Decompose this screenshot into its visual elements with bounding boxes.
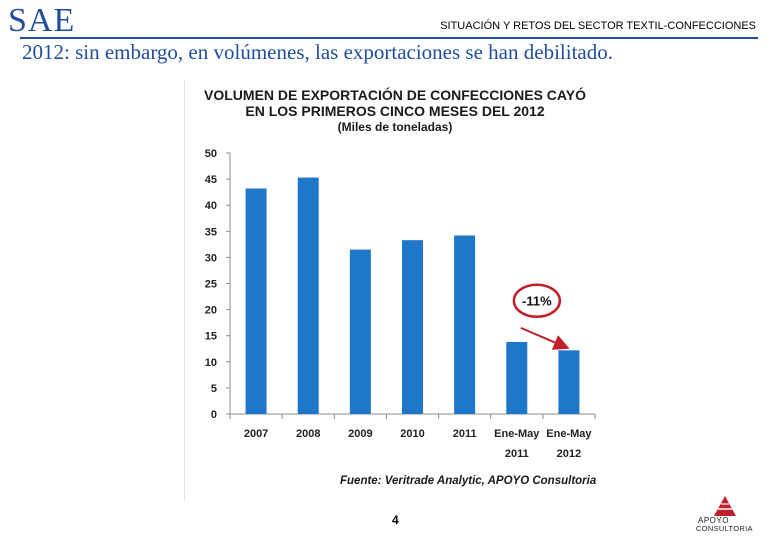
annotation-circle bbox=[512, 283, 562, 318]
x-tick-label: 2009 bbox=[348, 428, 372, 440]
chart-title-line2: EN LOS PRIMEROS CINCO MESES DEL 2012 bbox=[245, 103, 545, 119]
annotation-label: -11% bbox=[522, 294, 552, 309]
y-tick-label: 30 bbox=[205, 252, 217, 264]
y-tick-label: 25 bbox=[205, 279, 217, 291]
chart-panel: VOLUMEN DE EXPORTACIÓN DE CONFECCIONES C… bbox=[184, 80, 605, 500]
bar bbox=[558, 350, 580, 414]
bar-chart: 0 5 10 15 20 25 30 35 40 45 50 2007 2008 2009 2010 2011… bbox=[205, 148, 596, 460]
sae-logo: SAE bbox=[8, 2, 76, 39]
y-tick-label: 15 bbox=[205, 331, 217, 343]
apoyo-logo-text: APOYO bbox=[698, 516, 729, 525]
y-tick-label: 10 bbox=[205, 357, 217, 369]
x-tick-label: Ene-May bbox=[494, 428, 540, 440]
bar bbox=[506, 341, 528, 414]
header-divider bbox=[20, 37, 758, 39]
page-number: 4 bbox=[392, 513, 399, 527]
chart-title: VOLUMEN DE EXPORTACIÓN DE CONFECCIONES C… bbox=[204, 87, 586, 103]
x-tick-label: 2010 bbox=[400, 428, 424, 440]
apoyo-logo-subtext: CONSULTORIA bbox=[696, 524, 753, 533]
bar bbox=[454, 235, 476, 414]
source-note: Fuente: Veritrade Analytic, APOYO Consul… bbox=[340, 475, 597, 487]
x-tick-label: 2008 bbox=[296, 428, 320, 440]
x-tick-label-line2: 2011 bbox=[505, 448, 529, 460]
bar bbox=[402, 240, 423, 414]
y-tick-label: 40 bbox=[205, 200, 217, 212]
x-tick-label: Ene-May bbox=[546, 428, 592, 440]
bar bbox=[349, 249, 371, 414]
y-tick-label: 45 bbox=[205, 174, 217, 186]
y-tick-label: 5 bbox=[211, 383, 217, 395]
y-tick-label: 0 bbox=[211, 409, 217, 421]
x-tick-label: 2007 bbox=[244, 428, 268, 440]
section-title: SITUACIÓN Y RETOS DEL SECTOR TEXTIL-CONF… bbox=[440, 20, 756, 32]
y-tick-label: 50 bbox=[205, 148, 217, 160]
annotation-arrow bbox=[520, 326, 570, 350]
bar bbox=[297, 177, 319, 414]
chart-unit-label: (Miles de toneladas) bbox=[337, 120, 453, 134]
apoyo-logo: APOYO CONSULTORIA bbox=[696, 496, 760, 536]
bar bbox=[245, 188, 267, 414]
y-tick-label: 35 bbox=[205, 226, 217, 238]
y-tick-label: 20 bbox=[205, 305, 217, 317]
apoyo-logo-icon bbox=[714, 496, 736, 516]
slide-subtitle: 2012: sin embargo, en volúmenes, las exp… bbox=[22, 40, 613, 64]
x-tick-label: 2011 bbox=[453, 428, 477, 440]
x-tick-label-line2: 2012 bbox=[557, 448, 581, 460]
